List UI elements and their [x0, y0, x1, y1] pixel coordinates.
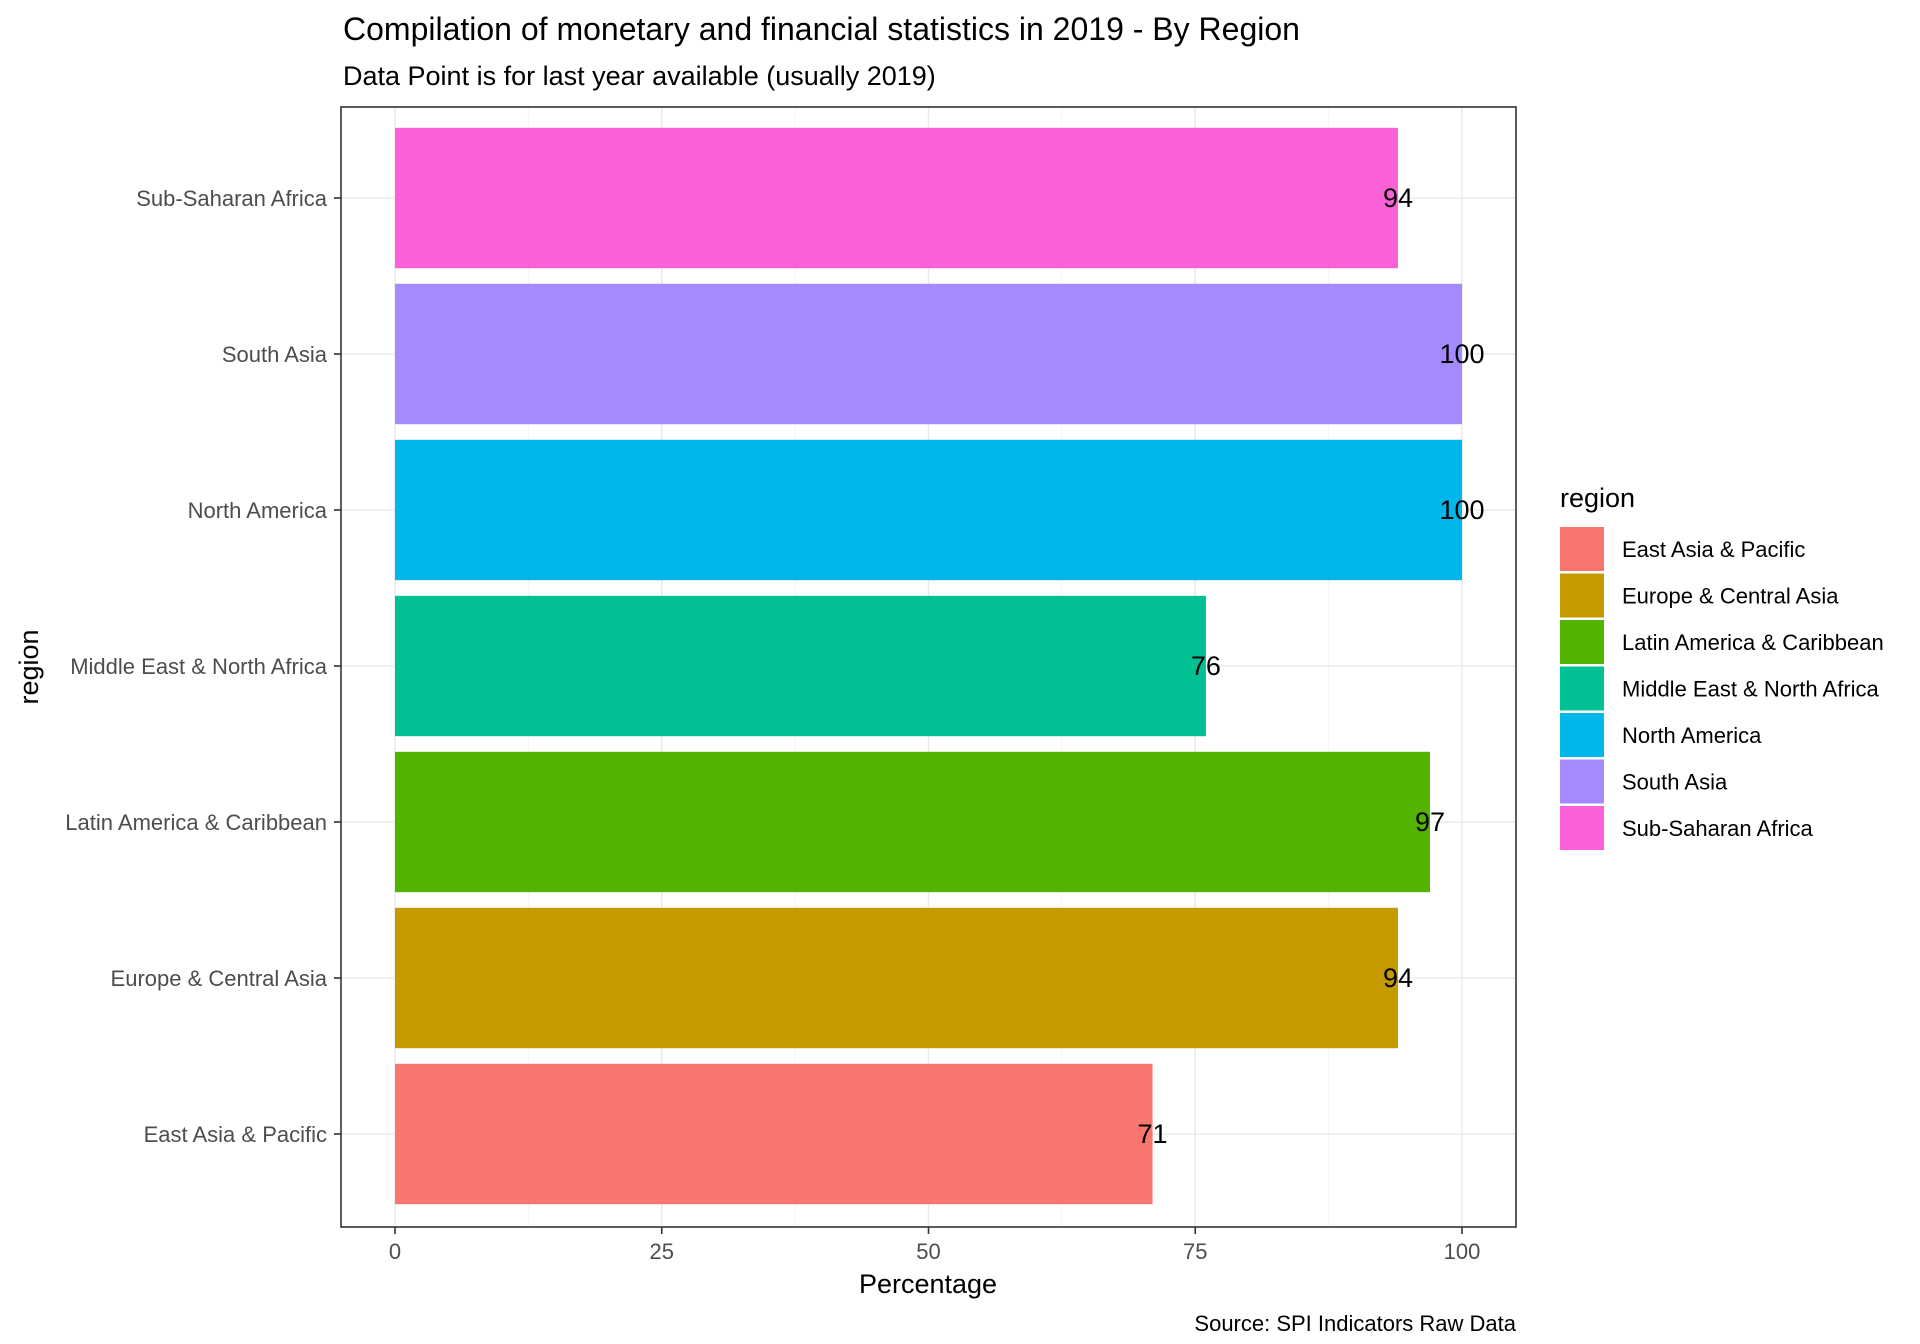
bar [395, 439, 1462, 581]
legend-swatch [1560, 666, 1604, 711]
legend-swatch [1560, 620, 1604, 664]
y-tick-label: Europe & Central Asia [111, 966, 328, 991]
y-tick-label: Middle East & North Africa [70, 654, 328, 679]
bar [395, 127, 1398, 269]
y-axis-title: region [14, 629, 44, 704]
x-tick-label: 0 [389, 1239, 401, 1264]
legend: East Asia & Pacific Europe & Central Asia… [1560, 527, 1884, 850]
x-tick-label: 75 [1183, 1239, 1207, 1264]
legend-swatch [1560, 806, 1604, 850]
bar-labels: 71 94 97 76 100 100 94 [1138, 183, 1485, 1149]
bar-data-label: 100 [1439, 495, 1484, 525]
chart-title: Compilation of monetary and financial st… [343, 11, 1300, 47]
y-tick-label: North America [188, 498, 328, 523]
y-tick-label: Sub-Saharan Africa [136, 186, 328, 211]
bar-data-label: 94 [1383, 183, 1413, 213]
x-tick-label: 100 [1444, 1239, 1481, 1264]
chart-subtitle: Data Point is for last year available (u… [343, 61, 936, 91]
x-axis-title: Percentage [859, 1269, 997, 1299]
y-axis: East Asia & Pacific Europe & Central Asia… [65, 186, 341, 1147]
bar-data-label: 97 [1415, 807, 1445, 837]
legend-label: Europe & Central Asia [1622, 584, 1839, 609]
y-tick-label: Latin America & Caribbean [65, 810, 327, 835]
legend-label: Middle East & North Africa [1622, 677, 1880, 702]
bars [395, 127, 1462, 1205]
caption: Source: SPI Indicators Raw Data [1194, 1311, 1516, 1336]
bar [395, 751, 1430, 893]
bar-data-label: 100 [1439, 339, 1484, 369]
x-tick-label: 25 [650, 1239, 674, 1264]
y-tick-label: South Asia [222, 342, 328, 367]
x-axis: 0 25 50 75 100 [389, 1227, 1480, 1264]
legend-swatch [1560, 527, 1604, 571]
legend-label: South Asia [1622, 770, 1728, 795]
legend-label: North America [1622, 723, 1762, 748]
bar-data-label: 94 [1383, 963, 1413, 993]
legend-label: Sub-Saharan Africa [1622, 816, 1814, 841]
bar [395, 283, 1462, 425]
bar [395, 907, 1398, 1049]
legend-title: region [1560, 483, 1635, 513]
x-tick-label: 50 [916, 1239, 940, 1264]
bar-data-label: 71 [1138, 1119, 1168, 1149]
legend-label: Latin America & Caribbean [1622, 630, 1884, 655]
legend-swatch [1560, 713, 1604, 757]
bar [395, 1063, 1153, 1205]
legend-label: East Asia & Pacific [1622, 537, 1805, 562]
legend-swatch [1560, 573, 1604, 618]
y-tick-label: East Asia & Pacific [144, 1122, 327, 1147]
legend-swatch [1560, 759, 1604, 804]
bar [395, 595, 1206, 737]
bar-data-label: 76 [1191, 651, 1221, 681]
